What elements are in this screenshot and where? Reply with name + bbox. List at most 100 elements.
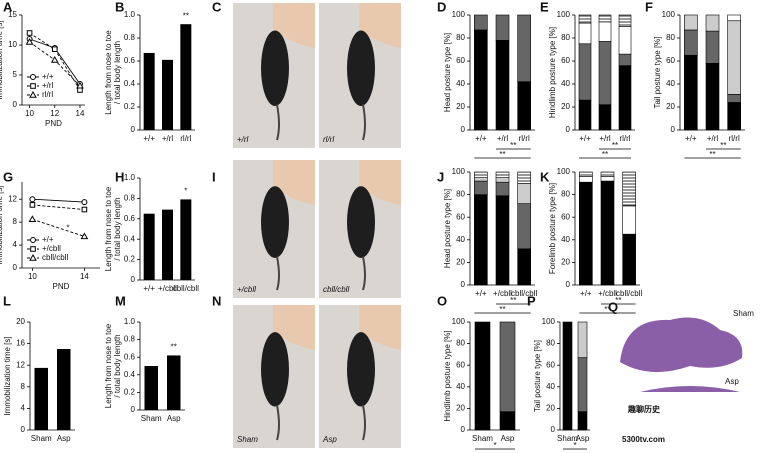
bar-segment: [495, 181, 510, 197]
panel-letter: D: [437, 0, 446, 14]
y-axis-label: Tail posture type [%]: [533, 340, 542, 412]
y-tick-label: 20: [561, 258, 570, 267]
bar-segment: [579, 171, 593, 177]
panel: M 0 0.2 0.4 0.6 0.8 1.0 Length from nose to toe…: [104, 293, 185, 423]
significance-label: **: [499, 150, 505, 159]
marker: [29, 196, 36, 203]
bar-segment: [578, 99, 592, 131]
y-tick-label: 60: [561, 212, 570, 221]
y-tick-label: 0: [131, 125, 136, 134]
y-axis-label: / total body length: [113, 334, 122, 397]
significance-label: **: [510, 141, 516, 150]
significance-label: *: [573, 441, 576, 450]
histology-panel: Q Sham Asp: [608, 299, 754, 392]
significance-label: **: [615, 296, 621, 305]
y-tick-label: 80: [561, 190, 570, 199]
panel: B 0 0.2 0.4 0.6 0.8 1.0 Length from nose to toe…: [104, 0, 195, 143]
x-tick-label: rl/rl: [180, 134, 191, 143]
mouse: [261, 332, 289, 407]
x-tick-label: +/cbll: [493, 289, 512, 298]
y-tick-label: 0: [461, 280, 466, 289]
y-tick-label: 15: [8, 10, 17, 19]
x-tick-label: Sham: [31, 434, 52, 443]
y-tick-label: 100: [452, 167, 466, 176]
bar-segment: [474, 194, 488, 286]
histology-caption: Asp: [725, 377, 739, 386]
y-axis-label: Length from nose to toe: [104, 30, 113, 115]
y-tick-label: 1.0: [124, 173, 136, 182]
bar-segment: [577, 411, 588, 431]
y-tick-label: 0.4: [124, 370, 136, 379]
bar-segment: [600, 176, 615, 182]
photo-caption: +/rl: [237, 135, 249, 144]
y-tick-label: 0: [566, 125, 571, 134]
panel: F 0 20 40 60 80 100 Tail posture type [%] +/+ +/r…: [645, 0, 745, 159]
bar-segment: [517, 248, 531, 286]
bar-segment: [618, 26, 632, 55]
watermark: 5300tv.com: [622, 435, 665, 444]
bar: [180, 199, 192, 280]
marker: [51, 46, 58, 53]
x-tick-label: rl/rl: [519, 134, 530, 143]
y-tick-label: 4: [13, 240, 18, 249]
x-tick-label: Asp: [57, 434, 71, 443]
mouse-tail: [362, 256, 366, 291]
bar-segment: [579, 181, 593, 286]
histology-caption: Sham: [733, 309, 754, 318]
x-tick-label: Sham: [472, 434, 493, 443]
y-tick-label: 0: [21, 425, 26, 434]
bar-segment: [684, 14, 698, 31]
series-line: [32, 204, 85, 210]
y-tick-label: 40: [456, 235, 465, 244]
y-tick-label: 40: [456, 382, 465, 391]
significance-label: **: [602, 150, 608, 159]
y-tick-label: 0.6: [124, 56, 136, 65]
panel-letter: I: [212, 169, 216, 184]
x-tick-label: 10: [25, 109, 34, 118]
y-tick-label: 0: [13, 100, 18, 109]
y-tick-label: 0: [671, 125, 676, 134]
photo-caption: cbll/cbll: [323, 285, 349, 294]
marker: [26, 30, 33, 36]
legend-label: +/+: [42, 72, 54, 81]
bar-segment: [727, 102, 741, 131]
bar-segment: [495, 195, 510, 286]
bar-segment: [618, 14, 632, 27]
y-tick-label: 0: [566, 280, 571, 289]
panel-letter: L: [3, 293, 11, 308]
panel: D 0 20 40 60 80 100 Head posture type [%] +/+ +/r…: [437, 0, 535, 159]
y-tick-label: 0.6: [124, 352, 136, 361]
x-tick-label: 14: [76, 109, 85, 118]
panel: H 0 0.2 0.4 0.6 0.8 1.0 Length from nose to toe…: [104, 169, 199, 293]
bar-segment: [618, 53, 632, 66]
bar-segment: [562, 321, 573, 431]
x-tick-label: +/+: [475, 289, 487, 298]
bar: [162, 209, 173, 280]
x-tick-label: cbll/cbll: [616, 289, 642, 298]
x-tick-label: +/rl: [599, 134, 611, 143]
x-tick-label: +/+: [143, 284, 155, 293]
x-tick-label: 10: [28, 272, 37, 281]
bar: [57, 349, 71, 430]
bar-segment: [517, 203, 531, 250]
hand: [273, 3, 315, 48]
marker: [25, 37, 34, 45]
bar-segment: [577, 321, 588, 358]
bar-segment: [517, 81, 531, 131]
y-axis-label: Length from nose to toe: [104, 186, 113, 271]
y-tick-label: 20: [561, 102, 570, 111]
x-tick-label: +/+: [685, 134, 697, 143]
panel: P 0 20 40 60 80 100 Tail posture type [%] ShamAs…: [527, 293, 590, 450]
y-tick-label: 0.8: [124, 33, 136, 42]
y-tick-label: 0: [551, 425, 556, 434]
x-tick-label: 12: [50, 109, 59, 118]
mouse-tail: [276, 256, 280, 291]
legend-label: rl/rl: [42, 90, 53, 99]
y-tick-label: 20: [456, 102, 465, 111]
bar-segment: [495, 14, 510, 41]
annotation: *: [66, 224, 69, 233]
panel-letter: Q: [608, 299, 618, 314]
marker: [28, 215, 37, 222]
